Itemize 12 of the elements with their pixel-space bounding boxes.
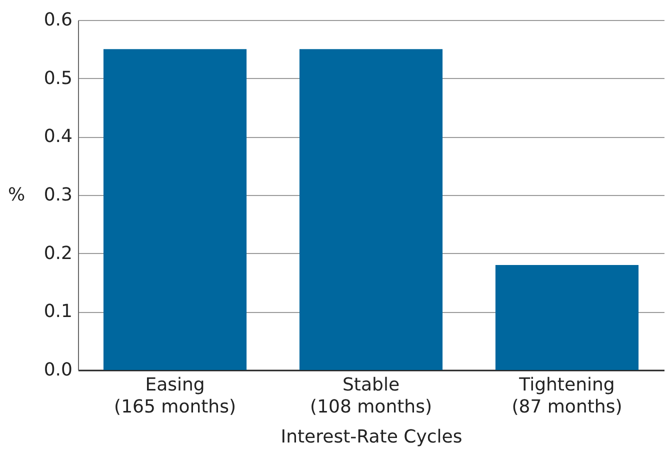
y-tick-label: 0.6 xyxy=(44,10,72,30)
x-tick-label: Easing (165 months) xyxy=(114,374,236,418)
y-tick-label: 0.1 xyxy=(44,301,72,322)
y-tick-label: 0.4 xyxy=(44,126,72,148)
y-tick-label: 0.2 xyxy=(44,242,72,264)
y-tick-label: 0.3 xyxy=(44,184,72,206)
y-axis-title: % xyxy=(8,184,26,206)
y-tick-label: 0.0 xyxy=(44,360,72,380)
y-tick-label: 0.5 xyxy=(44,68,72,89)
x-axis-title: Interest-Rate Cycles xyxy=(280,426,462,448)
x-tick-label: Stable (108 months) xyxy=(310,374,432,418)
x-tick-label: Tightening (87 months) xyxy=(512,374,622,418)
